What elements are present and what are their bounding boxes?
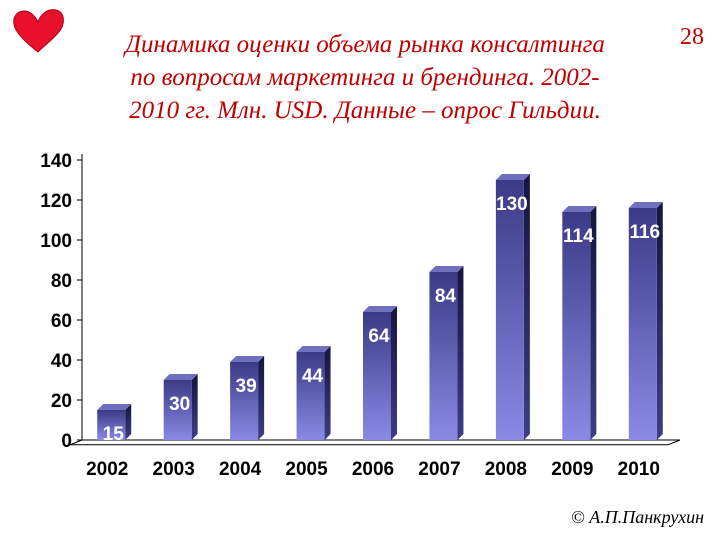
y-tick-label: 40 — [51, 351, 72, 372]
x-tick-label: 2003 — [153, 459, 195, 480]
bar-top — [296, 346, 331, 352]
bar-top — [363, 306, 397, 312]
floor-edge — [69, 439, 83, 446]
y-tick-label: 100 — [40, 231, 72, 252]
bar-side — [125, 404, 132, 440]
data-label: 44 — [302, 366, 324, 387]
bar-side — [523, 174, 530, 440]
data-label: 130 — [496, 194, 528, 215]
bar — [495, 180, 524, 440]
data-label: 39 — [236, 376, 257, 397]
bar — [363, 312, 391, 440]
bar-side — [324, 346, 331, 440]
bar-top — [97, 404, 132, 410]
x-tick-label: 2002 — [86, 459, 128, 480]
title-line-1: Динамика оценки объема рынка консалтинга — [125, 31, 605, 58]
data-label: 30 — [169, 394, 190, 415]
x-tick-label: 2004 — [219, 459, 262, 480]
bar — [562, 212, 591, 440]
data-label: 84 — [435, 286, 457, 307]
bar-side — [391, 306, 397, 440]
bar-top — [163, 374, 198, 380]
bar-top — [562, 206, 597, 212]
x-tick-label: 2009 — [551, 459, 593, 480]
y-tick-label: 60 — [51, 311, 72, 332]
bar — [230, 362, 259, 440]
y-tick-label: 80 — [51, 271, 72, 292]
y-tick-label: 140 — [40, 151, 72, 172]
bar — [163, 380, 192, 440]
data-label: 15 — [103, 424, 125, 445]
bar-side — [191, 374, 198, 440]
slide-title: Динамика оценки объема рынка консалтинга… — [70, 28, 660, 127]
x-tick-label: 2007 — [418, 459, 460, 480]
y-tick-label: 0 — [61, 431, 72, 452]
bar-top — [429, 266, 464, 272]
title-line-2: по вопросам маркетинга и брендинга. 2002… — [130, 64, 600, 91]
bar-top — [628, 202, 663, 208]
bar — [628, 208, 657, 440]
bar-side — [656, 202, 663, 440]
page-number: 28 — [680, 24, 704, 50]
bar — [296, 352, 325, 440]
heart-icon — [13, 9, 64, 53]
floor-edge — [667, 439, 681, 446]
x-tick-label: 2006 — [352, 459, 394, 480]
author-credit: © А.П.Панкрухин — [571, 507, 704, 527]
bar-chart: 0 20 40 60 80 100 120 140 15 2002 30 2003 39 2004 44 2… — [40, 151, 681, 480]
bar-side — [457, 266, 464, 440]
bar-side — [258, 356, 265, 440]
bar-top — [230, 356, 265, 362]
x-tick-label: 2010 — [618, 459, 660, 480]
data-label: 114 — [563, 226, 594, 247]
x-tick-label: 2008 — [485, 459, 527, 480]
bar-top — [495, 174, 530, 180]
bar — [429, 272, 458, 440]
y-tick-label: 20 — [51, 391, 72, 412]
title-line-3: 2010 гг. Млн. USD. Данные – опрос Гильди… — [129, 97, 601, 124]
bar — [97, 410, 126, 440]
y-tick-label: 120 — [40, 191, 72, 212]
data-label: 116 — [629, 222, 660, 243]
data-label: 64 — [368, 326, 390, 347]
bar-side — [590, 206, 597, 440]
x-tick-label: 2005 — [285, 459, 328, 480]
